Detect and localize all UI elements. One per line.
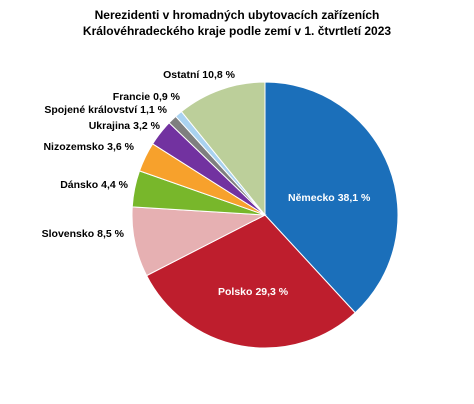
category-label: Německo — [288, 192, 335, 204]
slice-label: Dánsko 4,4 % — [60, 179, 128, 191]
category-label: Spojené království — [44, 104, 138, 116]
slice-label: Polsko 29,3 % — [218, 286, 289, 298]
value-label: 0,9 % — [153, 91, 181, 103]
slice-label: Ukrajina 3,2 % — [89, 120, 161, 132]
slice-label: Spojené království 1,1 % — [44, 104, 167, 116]
value-label: 29,3 % — [255, 286, 288, 298]
value-label: 10,8 % — [202, 69, 235, 81]
category-label: Slovensko — [42, 228, 95, 240]
pie-slice — [264, 81, 399, 314]
category-label: Ostatní — [163, 69, 200, 81]
value-label: 8,5 % — [97, 228, 125, 240]
category-label: Dánsko — [60, 179, 98, 191]
value-label: 3,6 % — [107, 141, 135, 153]
category-label: Nizozemsko — [43, 141, 104, 153]
value-label: 1,1 % — [140, 104, 168, 116]
category-label: Polsko — [218, 286, 252, 298]
slice-label: Německo 38,1 % — [288, 192, 371, 204]
chart-title: Nerezidenti v hromadných ubytovacích zař… — [95, 8, 380, 22]
value-label: 3,2 % — [133, 120, 161, 132]
category-label: Francie — [113, 91, 151, 103]
chart-title: Královéhradeckého kraje podle zemí v 1. … — [83, 24, 391, 38]
slice-label: Ostatní 10,8 % — [163, 69, 236, 81]
slice-label: Nizozemsko 3,6 % — [43, 141, 134, 153]
value-label: 4,4 % — [101, 179, 129, 191]
slice-label: Slovensko 8,5 % — [42, 228, 125, 240]
pie-slice — [145, 214, 356, 349]
slice-label: Francie 0,9 % — [113, 91, 181, 103]
value-label: 38,1 % — [338, 192, 371, 204]
category-label: Ukrajina — [89, 120, 131, 132]
pie-slice — [180, 81, 266, 217]
